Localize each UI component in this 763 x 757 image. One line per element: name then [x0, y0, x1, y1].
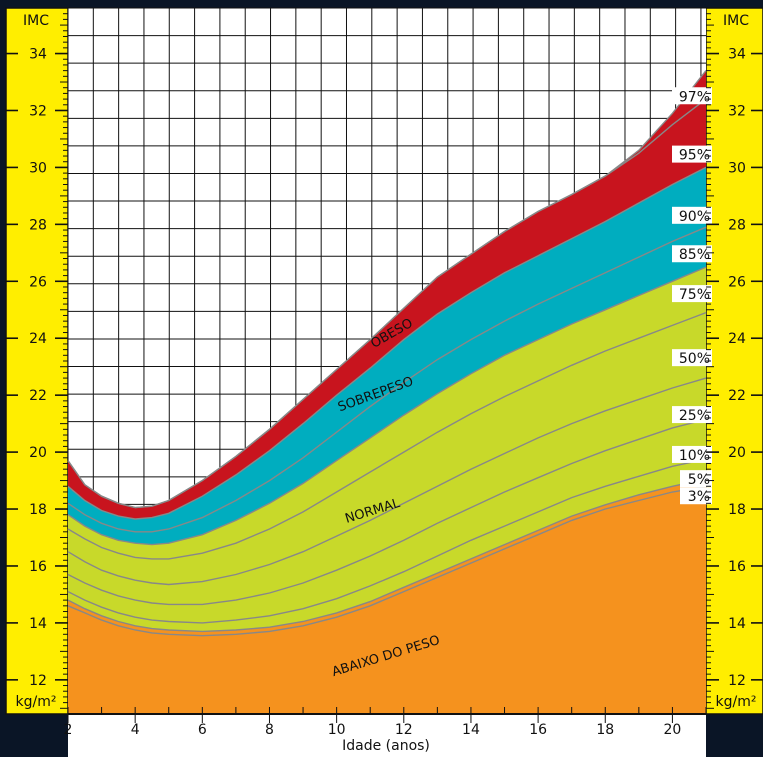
y-tick-label-left: 24 [29, 331, 47, 347]
x-tick-label: 14 [462, 722, 480, 738]
percentile-label: 5% [680, 470, 712, 488]
y-tick-label-left: 14 [29, 616, 47, 632]
x-axis: 2 4 6 8 10 12 14 16 18 20 [64, 707, 707, 757]
y-tick-label-left: 30 [29, 160, 47, 176]
percentile-curve-25 [67, 418, 707, 606]
y-axes: 12 12 14 14 16 16 18 18 20 20 22 22 24 24 26 26 28 28 30 30… [6, 7, 763, 715]
y-tick-label-left: 28 [29, 217, 47, 233]
percentile-label: 85% [672, 245, 712, 263]
y-tick-label-right: 14 [728, 616, 746, 632]
x-tick-label: 4 [131, 722, 140, 738]
y-tick-label-right: 12 [728, 673, 746, 689]
percentile-label-box [672, 145, 712, 163]
percentile-label-text: 5% [688, 472, 710, 488]
y-tick-label-right: 34 [728, 47, 746, 63]
x-axis-title: Idade (anos) [342, 738, 430, 754]
y-unit-left: kg/m² [16, 694, 57, 710]
percentile-label-text: 25% [679, 408, 710, 424]
x-tick-label: 18 [596, 722, 614, 738]
percentile-label-text: 95% [679, 148, 710, 164]
percentile-curve-50 [67, 377, 707, 586]
percentile-label-text: 10% [679, 448, 710, 464]
percentile-curve-75 [67, 311, 707, 560]
left-axis-panel [5, 7, 69, 715]
percentile-label: 95% [672, 145, 712, 164]
y-tick-label-right: 20 [728, 445, 746, 461]
zone-area-overweight [68, 167, 706, 545]
y-tick-label-right: 22 [728, 388, 746, 404]
percentile-curve-3 [67, 485, 707, 637]
x-tick-label: 12 [395, 722, 413, 738]
percentile-label: 3% [680, 487, 712, 505]
y-tick-label-left: 12 [29, 673, 47, 689]
percentile-curve-85 [67, 266, 707, 546]
y-unit-right: kg/m² [716, 694, 757, 710]
percentile-label-text: 3% [688, 489, 710, 505]
percentile-curve-95 [67, 166, 707, 520]
x-tick-label: 20 [664, 722, 682, 738]
x-tick-label: 8 [265, 722, 274, 738]
y-tick-label-right: 28 [728, 217, 746, 233]
percentile-label: 10% [672, 445, 712, 464]
percentile-label-box [672, 349, 712, 367]
percentile-curve-10 [67, 458, 707, 624]
percentile-label-box [672, 245, 712, 263]
y-tick-label-right: 32 [728, 103, 746, 119]
percentile-label: 90% [672, 206, 712, 225]
percentile-label-box [672, 87, 712, 105]
percentile-label: 50% [672, 349, 712, 367]
x-tick-label: 6 [198, 722, 207, 738]
percentile-curves [67, 70, 707, 637]
y-axis-title-right: IMC [723, 13, 749, 29]
percentile-label-text: 97% [679, 89, 710, 105]
y-tick-label-left: 26 [29, 274, 47, 290]
y-tick-label-right: 18 [728, 502, 746, 518]
percentile-label-box [680, 470, 712, 488]
percentile-label: 97% [672, 87, 712, 105]
y-tick-label-left: 16 [29, 559, 47, 575]
x-tick-label: 16 [529, 722, 547, 738]
percentile-label-box [672, 445, 712, 463]
percentile-label-text: 90% [679, 209, 710, 225]
bottom-frame [68, 713, 706, 715]
percentile-label-box [672, 285, 712, 303]
percentile-curve-top [67, 70, 707, 509]
zone-areas [68, 70, 706, 714]
percentile-label-text: 50% [679, 351, 710, 367]
y-tick-label-right: 16 [728, 559, 746, 575]
percentile-label: 25% [672, 406, 712, 424]
percentile-labels: 97% 95% 90% 85% 75% 50% 25% 10% 5%3% [672, 87, 712, 505]
percentile-curve-5 [67, 478, 707, 633]
y-tick-label-right: 24 [728, 331, 746, 347]
y-tick-label-left: 32 [29, 103, 47, 119]
y-tick-label-right: 30 [728, 160, 746, 176]
percentile-label-box [680, 487, 712, 505]
percentile-label-box [672, 206, 712, 224]
zone-area-underweight [68, 479, 706, 714]
percentile-label-text: 75% [679, 287, 710, 303]
zone-area-normal [68, 267, 706, 632]
x-tick-label: 2 [64, 722, 73, 738]
y-tick-label-left: 34 [29, 47, 47, 63]
y-tick-label-left: 18 [29, 502, 47, 518]
percentile-label-text: 85% [679, 247, 710, 263]
y-tick-label-right: 26 [728, 274, 746, 290]
y-tick-label-left: 22 [29, 388, 47, 404]
right-axis-panel [705, 7, 763, 715]
percentile-label-box [672, 406, 712, 424]
y-tick-label-left: 20 [29, 445, 47, 461]
percentile-label: 75% [672, 285, 712, 303]
x-tick-label: 10 [328, 722, 346, 738]
percentile-curve-90 [67, 226, 707, 533]
y-axis-title-left: IMC [23, 13, 49, 29]
x-axis-band [68, 714, 706, 757]
